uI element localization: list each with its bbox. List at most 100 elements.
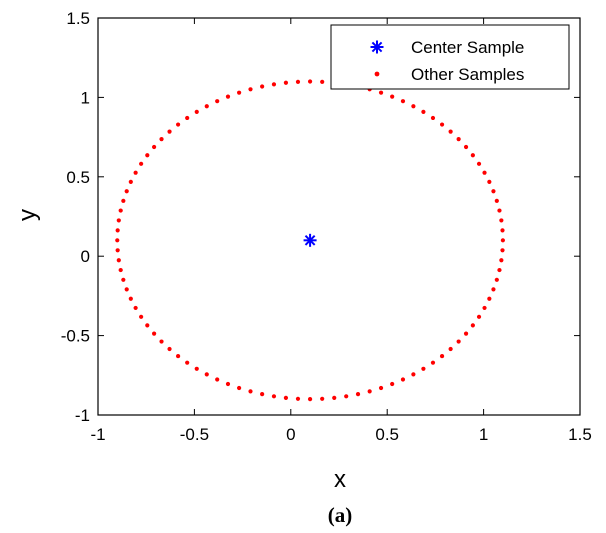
- other-samples-series: [115, 79, 505, 402]
- other-sample-point: [367, 389, 372, 394]
- other-sample-point: [320, 396, 325, 401]
- x-tick-label: 1: [479, 425, 488, 444]
- other-sample-point: [295, 79, 301, 84]
- other-sample-point: [124, 189, 129, 194]
- other-sample-point: [118, 208, 123, 213]
- other-sample-point: [421, 366, 426, 371]
- legend-asterisk: [370, 40, 384, 54]
- other-sample-point: [344, 394, 349, 399]
- other-sample-point: [115, 238, 120, 243]
- other-sample-point: [400, 377, 406, 382]
- legend: Center Sample Other Samples: [330, 24, 570, 90]
- other-sample-point: [307, 79, 313, 84]
- x-tick-label: -0.5: [180, 425, 209, 444]
- other-sample-point: [139, 161, 144, 166]
- other-sample-point: [159, 136, 164, 142]
- other-sample-point: [271, 82, 277, 87]
- other-sample-point: [215, 377, 220, 382]
- other-sample-point: [500, 228, 505, 233]
- other-sample-point: [237, 90, 242, 95]
- other-sample-point: [115, 248, 120, 253]
- other-sample-point: [159, 339, 164, 344]
- other-sample-point: [476, 161, 482, 166]
- other-sample-point: [421, 109, 426, 114]
- other-sample-point: [482, 170, 487, 175]
- other-sample-point: [390, 94, 395, 99]
- other-sample-point: [439, 353, 445, 359]
- other-sample-point: [175, 353, 181, 359]
- x-tick-label: -1: [90, 425, 105, 444]
- other-sample-point: [355, 392, 361, 397]
- y-tick-label: 0: [81, 247, 90, 266]
- other-sample-point: [139, 314, 144, 319]
- other-sample-point: [497, 267, 502, 273]
- other-sample-point: [497, 208, 502, 213]
- other-sample-point: [487, 179, 492, 184]
- y-tick-label: 0.5: [66, 168, 90, 187]
- other-sample-point: [390, 381, 395, 387]
- other-sample-point: [237, 385, 242, 391]
- other-sample-point: [411, 372, 416, 377]
- y-tick-label: 1: [81, 88, 90, 107]
- other-sample-point: [248, 87, 253, 92]
- x-axis-label: x: [334, 466, 346, 493]
- other-sample-point: [439, 122, 445, 127]
- other-sample-point: [378, 385, 384, 391]
- other-sample-point: [295, 396, 301, 401]
- other-sample-point: [494, 198, 499, 203]
- other-sample-point: [128, 296, 133, 301]
- y-tick-label: 1.5: [66, 9, 90, 28]
- other-sample-point: [476, 314, 482, 319]
- other-sample-point: [332, 395, 337, 400]
- center-sample-series: [303, 233, 317, 247]
- y-tick-label: -0.5: [61, 327, 90, 346]
- other-sample-point: [145, 153, 150, 158]
- other-sample-point: [167, 346, 172, 352]
- other-sample-point: [194, 366, 199, 371]
- other-sample-point: [283, 395, 289, 400]
- other-sample-point: [152, 144, 157, 150]
- other-sample-point: [121, 277, 126, 282]
- other-sample-point: [145, 323, 150, 328]
- other-sample-point: [225, 94, 231, 99]
- other-sample-point: [463, 144, 469, 150]
- other-sample-point: [185, 115, 190, 121]
- other-sample-point: [225, 381, 231, 387]
- other-sample-point: [271, 394, 277, 399]
- other-sample-point: [456, 339, 461, 344]
- other-sample-point: [487, 296, 492, 301]
- figure-caption: (a): [328, 503, 353, 527]
- other-sample-point: [118, 267, 123, 273]
- other-sample-point: [456, 136, 461, 142]
- legend-label-center-sample: Center Sample: [411, 38, 524, 57]
- other-sample-point: [430, 360, 436, 365]
- other-sample-point: [260, 84, 265, 89]
- other-sample-point: [185, 360, 190, 365]
- other-sample-point: [121, 198, 126, 203]
- other-sample-point: [260, 392, 265, 397]
- other-sample-point: [494, 277, 499, 282]
- legend-label-other-samples: Other Samples: [411, 65, 524, 84]
- y-tick-label: -1: [75, 406, 90, 425]
- other-sample-point: [500, 248, 505, 253]
- y-axis: -1 -0.5 0 0.5 1 1.5: [61, 9, 580, 425]
- other-sample-point: [204, 104, 209, 109]
- legend-box: [330, 24, 570, 90]
- legend-marker-center-sample: [370, 40, 384, 54]
- other-sample-point: [116, 258, 121, 263]
- other-sample-point: [133, 170, 138, 175]
- other-sample-point: [194, 109, 199, 114]
- x-tick-label: 0.5: [375, 425, 399, 444]
- other-sample-point: [500, 238, 505, 243]
- other-sample-point: [152, 331, 157, 336]
- other-sample-point: [167, 129, 172, 134]
- other-sample-point: [115, 228, 120, 233]
- other-sample-point: [470, 153, 475, 158]
- other-sample-point: [248, 389, 253, 394]
- x-tick-label: 1.5: [568, 425, 592, 444]
- other-sample-point: [491, 189, 496, 194]
- other-sample-point: [482, 305, 487, 311]
- other-sample-point: [463, 331, 469, 336]
- x-axis: -1 -0.5 0 0.5 1 1.5: [90, 18, 592, 444]
- other-sample-point: [491, 287, 496, 292]
